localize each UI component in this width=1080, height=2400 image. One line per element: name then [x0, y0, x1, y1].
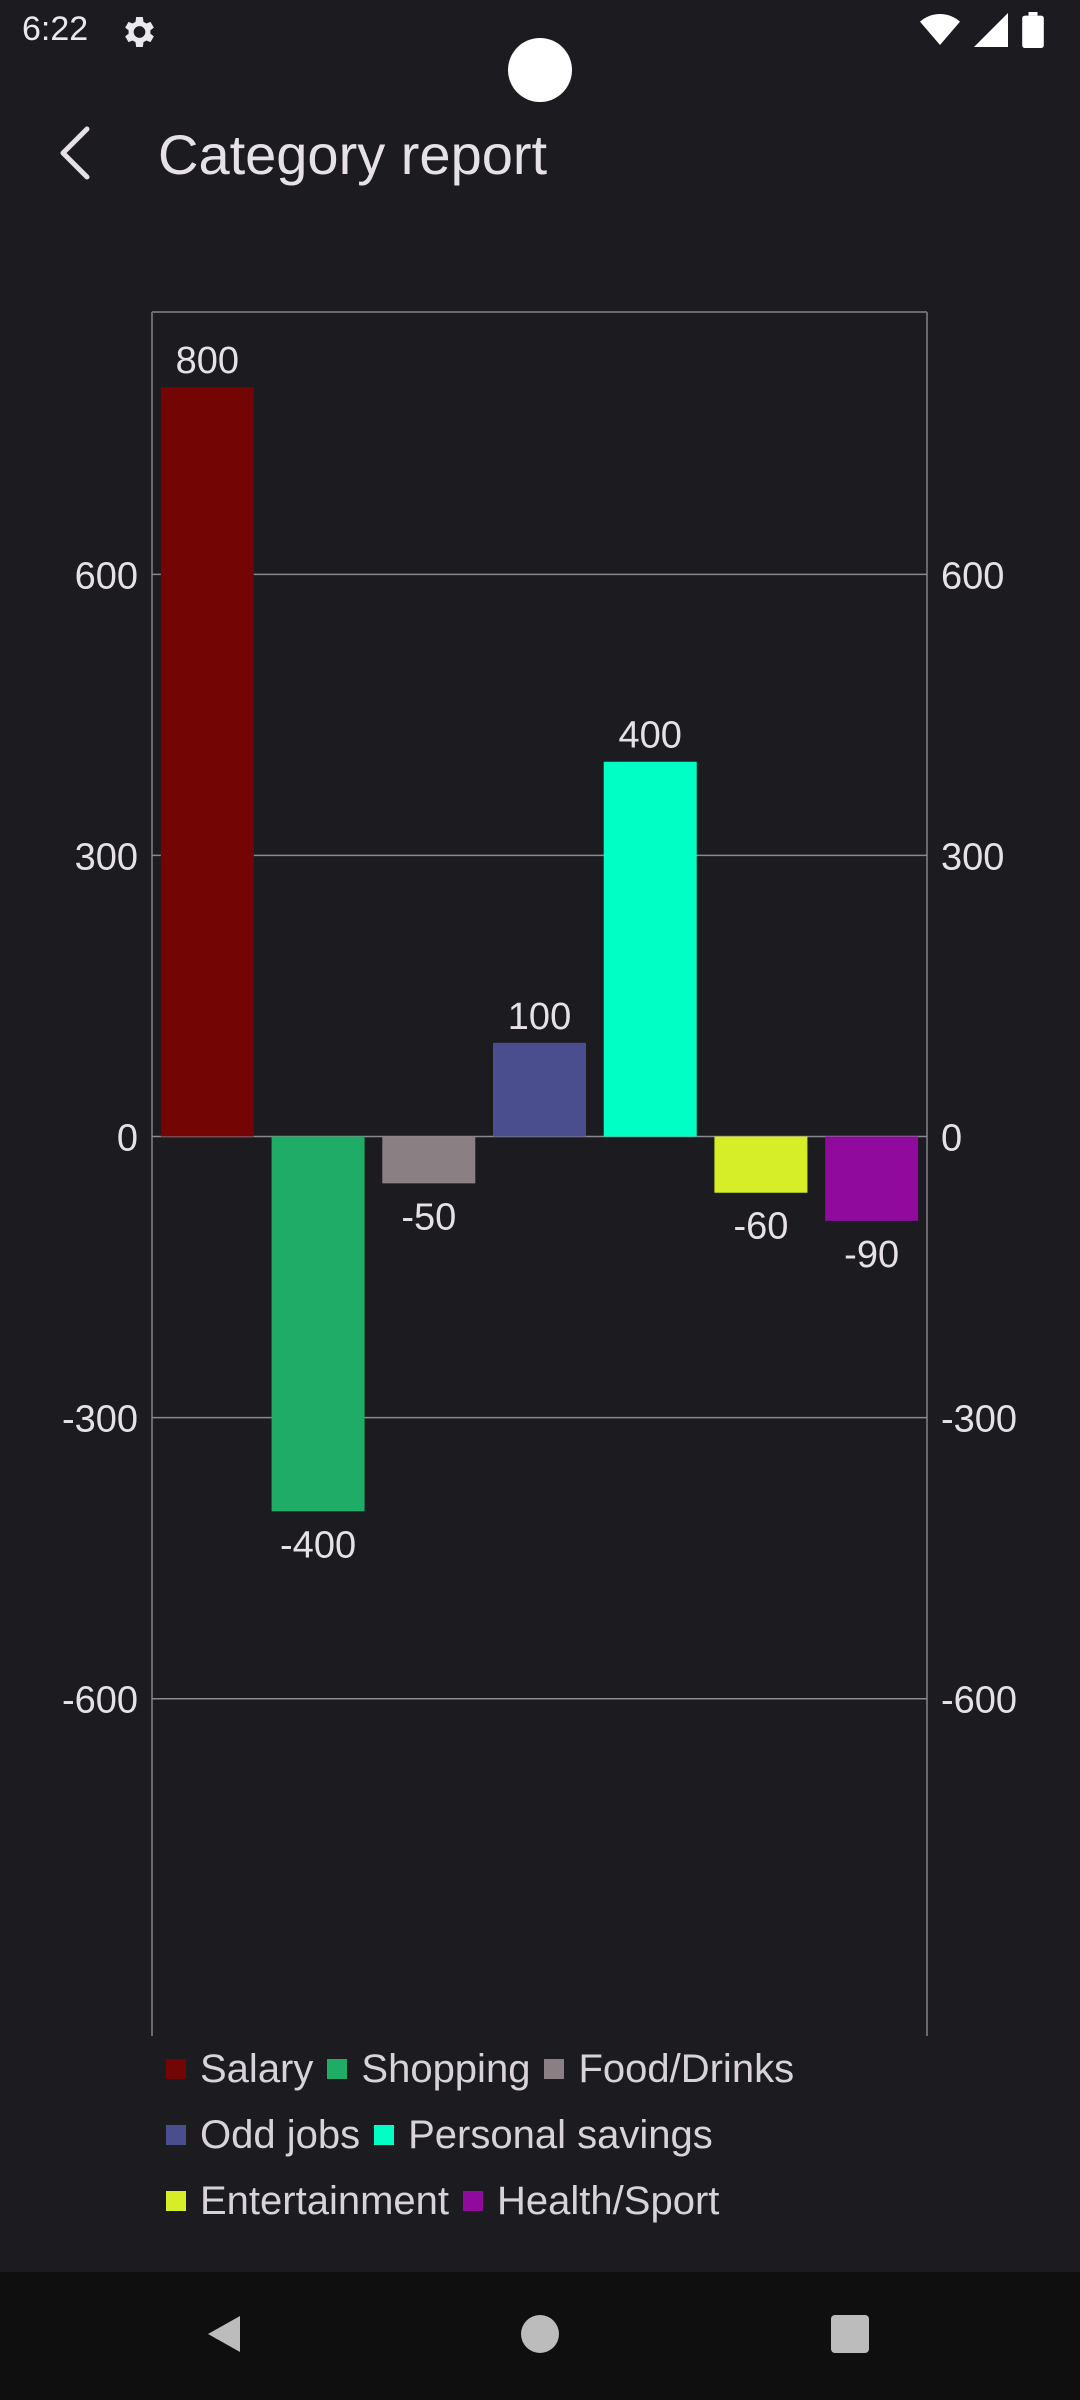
battery-icon	[1022, 11, 1044, 53]
legend-row: Entertainment Health/Sport	[166, 2168, 1026, 2234]
nav-home-button[interactable]	[510, 2306, 570, 2366]
nav-back-button[interactable]	[194, 2306, 254, 2366]
y-tick-label-right: 0	[941, 1118, 962, 1160]
navigation-bar	[0, 2272, 1080, 2400]
legend-swatch	[374, 2125, 395, 2145]
y-tick-label-left: 300	[75, 836, 138, 878]
bar-value-label: 100	[508, 996, 571, 1038]
bar-entertainment	[714, 1136, 808, 1193]
legend-item: Food/Drinks	[544, 2047, 794, 2092]
legend-item: Personal savings	[374, 2113, 713, 2158]
legend-row: Odd jobs Personal savings	[166, 2102, 1026, 2168]
y-tick-label-left: -300	[62, 1399, 138, 1441]
legend-swatch	[463, 2191, 484, 2211]
gear-icon	[118, 12, 158, 52]
legend-label: Health/Sport	[497, 2178, 720, 2223]
bar-value-label: -60	[733, 1206, 788, 1248]
legend-label: Shopping	[361, 2046, 531, 2091]
back-triangle-icon	[202, 2312, 246, 2361]
bar-personal-savings	[603, 761, 697, 1137]
y-tick-label-right: -300	[941, 1399, 1017, 1441]
recents-square-icon	[829, 2313, 871, 2360]
y-tick-label-right: 600	[941, 555, 1004, 597]
bar-chart: -600 -600 -300 -300 0 0 300 300 600 600 800 -400 -50…	[0, 200, 1080, 2060]
legend-swatch	[166, 2125, 186, 2145]
legend-swatch	[327, 2059, 348, 2079]
signal-icon	[974, 12, 1008, 52]
y-tick-label-right: -600	[941, 1680, 1017, 1722]
legend-item: Odd jobs	[166, 2113, 360, 2158]
legend-swatch	[166, 2059, 186, 2079]
bar-health-sport	[825, 1136, 919, 1221]
status-bar: 6:22	[0, 0, 1080, 102]
bar-food-drinks	[382, 1136, 476, 1184]
legend-swatch	[544, 2059, 565, 2079]
bar-odd-jobs	[493, 1042, 586, 1137]
bar-salary	[160, 386, 254, 1137]
page-title: Category report	[158, 123, 548, 186]
chart-legend: Salary Shopping Food/Drinks Odd jobs Persona…	[166, 2036, 1026, 2234]
bar-value-label: -90	[844, 1234, 899, 1276]
legend-label: Personal savings	[408, 2112, 713, 2157]
y-tick-label-left: -600	[62, 1680, 138, 1722]
legend-label: Entertainment	[200, 2178, 450, 2223]
camera-cutout	[508, 38, 572, 102]
chart-canvas: -600 -600 -300 -300 0 0 300 300 600 600 800 -400 -50…	[62, 311, 1017, 2036]
legend-item: Entertainment	[166, 2179, 449, 2224]
app-bar: Category report	[0, 100, 1080, 200]
nav-recents-button[interactable]	[820, 2306, 880, 2366]
legend-label: Food/Drinks	[578, 2046, 795, 2091]
legend-row: Salary Shopping Food/Drinks	[166, 2036, 1026, 2102]
bar-value-label: 800	[176, 340, 239, 382]
wifi-icon	[920, 13, 960, 52]
y-tick-label-left: 600	[75, 555, 138, 597]
legend-item: Health/Sport	[463, 2179, 719, 2224]
legend-label: Odd jobs	[200, 2112, 361, 2157]
bar-value-label: -50	[401, 1196, 456, 1238]
y-tick-label-right: 300	[941, 836, 1004, 878]
legend-item: Shopping	[327, 2047, 530, 2092]
status-time: 6:22	[22, 10, 89, 48]
y-tick-label-left: 0	[117, 1118, 138, 1160]
legend-swatch	[166, 2191, 186, 2211]
back-button[interactable]	[40, 120, 110, 190]
bar-shopping	[271, 1136, 365, 1512]
legend-label: Salary	[200, 2046, 314, 2091]
bar-value-label: 400	[619, 715, 682, 757]
home-circle-icon	[519, 2313, 561, 2360]
chevron-left-icon	[55, 125, 95, 186]
legend-item: Salary	[166, 2047, 313, 2092]
bar-value-label: -400	[280, 1524, 356, 1566]
status-icons	[920, 11, 1044, 53]
